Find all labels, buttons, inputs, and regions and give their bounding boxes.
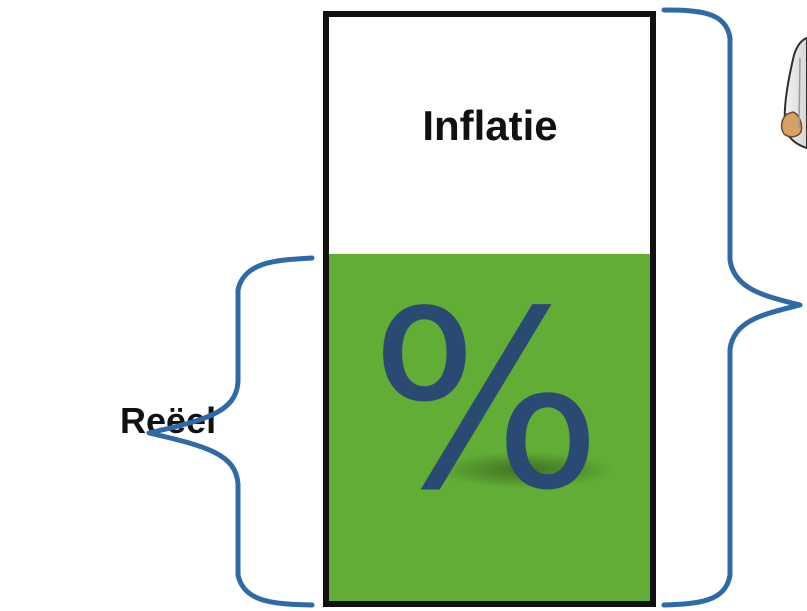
left-brace [146,255,315,608]
cartoon-figure-icon [780,36,807,150]
figure-detail [798,57,801,129]
bottom-green-section [326,254,653,604]
right-brace [661,7,803,608]
top-section [326,14,653,254]
box-outline [323,11,656,607]
percent-symbol: % [370,259,603,544]
percent-shadow [437,452,613,488]
top-label: Inflatie [422,102,557,149]
container-box [323,11,656,607]
